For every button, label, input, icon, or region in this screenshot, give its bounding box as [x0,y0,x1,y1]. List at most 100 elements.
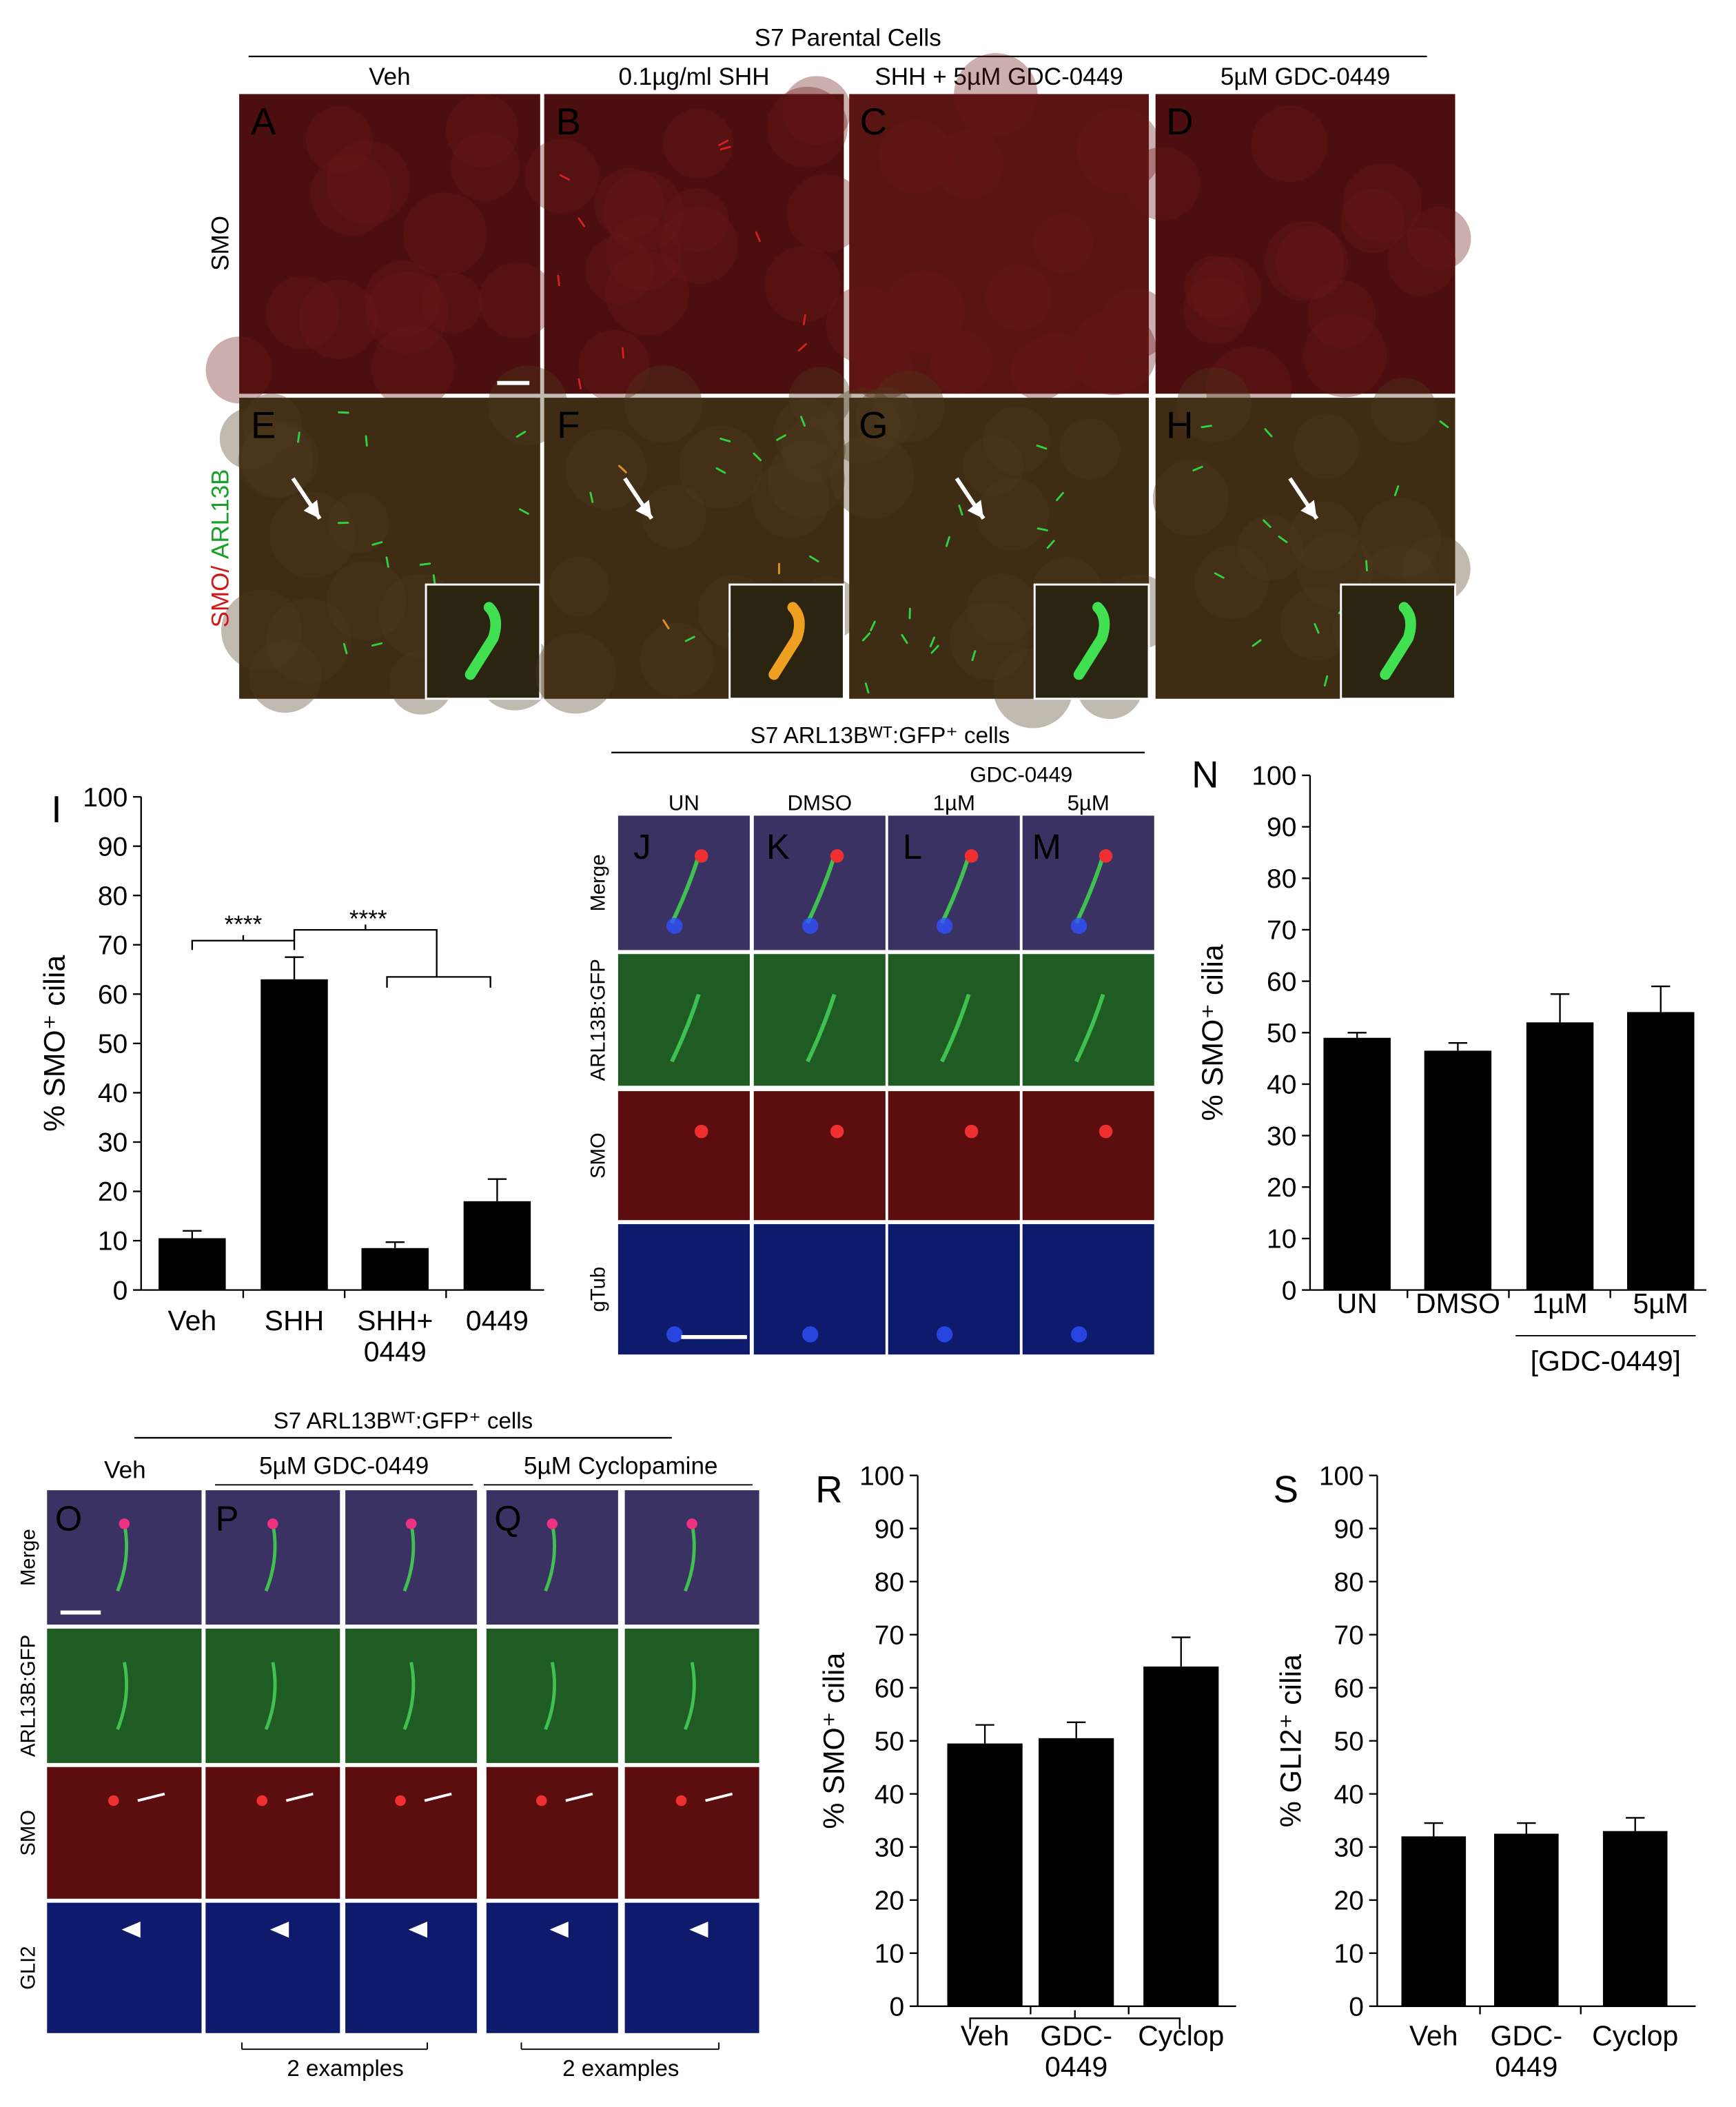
nucleus [1342,163,1422,243]
nucleus [602,171,684,252]
x-tick-label: Veh [961,2019,1010,2051]
nucleus [1025,332,1085,392]
bracket [191,935,296,950]
bar [947,1743,1023,2006]
cilium [1252,639,1262,647]
cilium [544,1662,556,1731]
x-tick-label: SHH [265,1305,324,1336]
cilium [1323,675,1329,686]
line [285,1792,314,1802]
nucleus [1059,418,1121,480]
panel-letter: L [903,827,922,866]
nucleus [824,387,901,465]
y-tick-label: 80 [1334,1567,1364,1597]
inset-cilium [1380,602,1416,680]
cilium [1393,485,1400,496]
y-tick-label: 80 [1267,864,1296,894]
y-tick-label: 70 [875,1620,904,1650]
cilium [802,314,806,326]
nucleus [1152,460,1229,536]
cilium [557,274,560,287]
panel-letter: I [51,788,61,831]
y-tick-label: 100 [859,1461,904,1491]
cilium [578,378,582,390]
nucleus [933,129,1004,200]
nucleus [605,251,690,336]
nucleus [269,492,356,578]
row-label: gTub [587,1267,609,1312]
cilium [419,562,431,566]
cilium [1214,572,1225,579]
nucleus [1183,277,1250,345]
micrograph [624,1767,759,1899]
x-tick-label: GDC-0449 [1040,2019,1112,2082]
nucleus [1076,108,1162,194]
micrograph [753,954,886,1086]
nucleus [1275,225,1349,299]
x-tick-label: Cyclop [1138,2019,1224,2051]
x-tick-label: GDC-0449 [1491,2019,1563,2082]
column-header: UN [668,791,699,815]
y-tick-label: 30 [1267,1121,1296,1151]
bar [1602,1831,1668,2006]
nucleus [445,94,519,167]
cilium [338,411,349,414]
x-tick-label: UN [1337,1287,1378,1319]
nucleus [326,560,407,641]
cilium [809,555,819,562]
annotation: **** [225,911,263,938]
cilium [929,636,936,648]
micrograph [888,815,1020,950]
bar [463,1201,531,1290]
micrograph [544,94,844,394]
cilium [1036,445,1048,450]
micrograph [617,954,750,1086]
nucleus [422,273,483,334]
error-bar [1067,1721,1086,1738]
micrograph [205,1767,340,1899]
x-tick-label: 5µM [1633,1287,1688,1319]
cilium [343,642,348,655]
cilium [940,855,971,924]
cilium [870,620,876,631]
arrowhead [967,500,984,519]
gtub-spot [936,917,953,934]
y-tick-label: 60 [875,1673,904,1703]
nucleus [478,262,555,339]
note: 2 examples [287,2056,403,2081]
nucleus [1194,545,1269,620]
cilium [518,508,529,515]
section-title: S7 ARL13Bᵂᵀ:GFP⁺ cells [274,1408,533,1434]
nucleus [310,154,392,236]
nucleus [642,485,706,549]
column-header: 5µM Cyclopamine [524,1453,717,1480]
x-tick-label: 0449 [466,1305,529,1336]
nucleus [450,132,520,201]
nucleus [593,167,665,239]
nucleus [1407,206,1471,271]
nucleus [954,53,1038,137]
y-tick-label: 90 [98,832,127,862]
y-tick-label: 70 [1334,1620,1364,1650]
nucleus [1176,367,1252,442]
panel-letter: K [766,827,790,866]
nucleus [663,108,734,179]
nucleus [1251,105,1328,183]
smo-spot [108,1795,119,1806]
inset [728,583,845,700]
cilium [1201,425,1212,429]
smo-spot [119,1518,130,1529]
y-tick-label: 80 [98,882,127,911]
y-tick-label: 100 [1319,1461,1364,1491]
micrograph [888,1224,1020,1355]
nucleus [578,329,650,402]
y-tick-label: 0 [1282,1276,1297,1305]
inset-cilium [464,602,502,680]
micrograph [624,1902,759,2033]
panel-letter: B [556,101,581,143]
nucleus [624,365,702,443]
panel-letter: J [633,827,651,866]
y-axis-title: % SMO⁺ cilia [817,1653,850,1829]
y-tick-label: 50 [1267,1019,1296,1048]
bar [1323,1037,1391,1290]
